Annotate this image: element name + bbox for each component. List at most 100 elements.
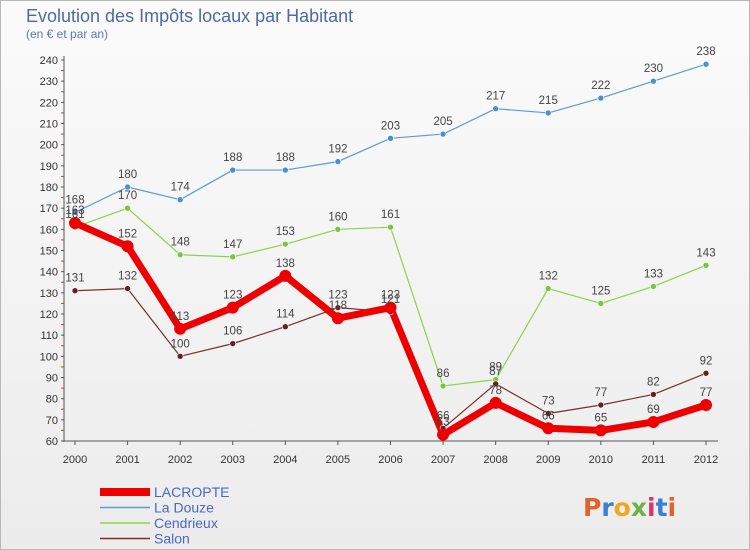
x-tick-label: 2003	[221, 454, 245, 466]
data-point	[176, 353, 184, 360]
data-label: 188	[223, 152, 242, 164]
data-point	[544, 285, 552, 292]
data-label: 203	[381, 120, 400, 132]
data-point	[121, 240, 134, 253]
data-label: 100	[171, 338, 190, 350]
data-point	[647, 415, 660, 428]
y-tick-label: 230	[40, 76, 58, 88]
data-label: 222	[591, 80, 610, 92]
data-point	[492, 380, 499, 388]
data-point	[439, 130, 447, 138]
data-label: 118	[329, 300, 347, 312]
data-point	[124, 183, 131, 191]
data-label: 78	[489, 385, 502, 397]
data-label: 89	[489, 362, 502, 374]
y-tick-label: 240	[40, 55, 58, 67]
data-point	[489, 396, 502, 409]
data-label: 188	[276, 152, 295, 164]
data-label: 66	[437, 410, 450, 422]
y-tick-label: 180	[40, 182, 58, 194]
data-label: 192	[328, 144, 347, 156]
data-label: 131	[65, 273, 84, 285]
data-label: 230	[644, 63, 663, 75]
x-tick-label: 2005	[326, 454, 350, 466]
data-point	[650, 391, 657, 398]
legend-label: Salon	[154, 531, 190, 547]
data-label: 143	[696, 247, 715, 259]
data-label: 65	[594, 412, 607, 424]
data-point	[597, 300, 605, 307]
data-point	[542, 422, 555, 435]
x-tick-label: 2010	[589, 454, 613, 466]
data-point	[702, 60, 710, 68]
axes: 60 70 80 90 100 110 120 130 140 150 160 170 180 190 20…	[40, 55, 719, 466]
data-label: 147	[223, 239, 242, 251]
data-label: 123	[223, 290, 242, 302]
y-tick-label: 200	[40, 140, 58, 152]
data-label: 180	[118, 169, 137, 181]
data-point	[176, 251, 184, 259]
data-point	[544, 109, 552, 117]
data-point	[702, 369, 710, 377]
data-label: 161	[381, 209, 400, 221]
data-point	[650, 283, 657, 290]
data-point	[387, 223, 394, 231]
y-tick-label: 100	[40, 351, 58, 363]
x-tick-label: 2000	[63, 454, 87, 466]
data-point	[439, 382, 447, 390]
data-label: 205	[433, 116, 452, 128]
data-label: 77	[700, 387, 713, 399]
data-label: 125	[591, 285, 610, 297]
x-tick-label: 2001	[115, 454, 139, 466]
data-point	[650, 77, 657, 85]
data-point	[702, 262, 710, 269]
data-label: 123	[328, 290, 347, 302]
data-label: 77	[594, 387, 607, 399]
data-point	[124, 204, 131, 212]
y-tick-label: 60	[46, 436, 58, 448]
data-point	[176, 196, 184, 203]
y-tick-label: 110	[40, 330, 58, 342]
y-tick-label: 120	[40, 309, 58, 321]
data-point	[384, 301, 397, 314]
data-point	[437, 428, 450, 441]
y-tick-label: 80	[46, 394, 58, 406]
data-point	[597, 401, 605, 409]
logo-text: Proxiti	[583, 493, 676, 522]
series-markers	[69, 60, 712, 441]
chart-subtitle: (en € et par an)	[26, 27, 108, 41]
y-tick-label: 130	[40, 288, 58, 300]
data-point	[544, 410, 552, 417]
x-tick-label: 2009	[536, 454, 560, 466]
y-tick-label: 220	[40, 97, 58, 109]
y-tick-label: 190	[40, 161, 58, 173]
data-label: 215	[539, 95, 558, 107]
y-tick-label: 90	[46, 373, 58, 385]
data-label: 138	[276, 258, 295, 270]
data-point	[597, 94, 605, 102]
data-point	[124, 285, 131, 292]
data-point	[229, 253, 237, 261]
data-label: 113	[171, 311, 189, 323]
data-label: 170	[118, 190, 137, 202]
data-label: 148	[171, 237, 190, 249]
data-label: 160	[328, 211, 347, 223]
data-label: 132	[539, 271, 558, 283]
data-point	[282, 323, 289, 331]
chart-title: Evolution des Impôts locaux par Habitant	[26, 6, 353, 26]
data-point	[71, 209, 79, 216]
data-point	[334, 304, 342, 311]
legend-label: Cendrieux	[154, 515, 218, 531]
data-point	[334, 158, 342, 165]
legend-label: LACROPTE	[154, 484, 229, 500]
data-label: 163	[65, 205, 84, 217]
data-point	[71, 287, 79, 295]
data-label: 121	[381, 294, 400, 306]
data-point	[174, 322, 187, 335]
data-label: 114	[276, 309, 295, 321]
x-tick-label: 2006	[378, 454, 402, 466]
data-point	[334, 226, 342, 233]
data-point	[700, 399, 712, 412]
